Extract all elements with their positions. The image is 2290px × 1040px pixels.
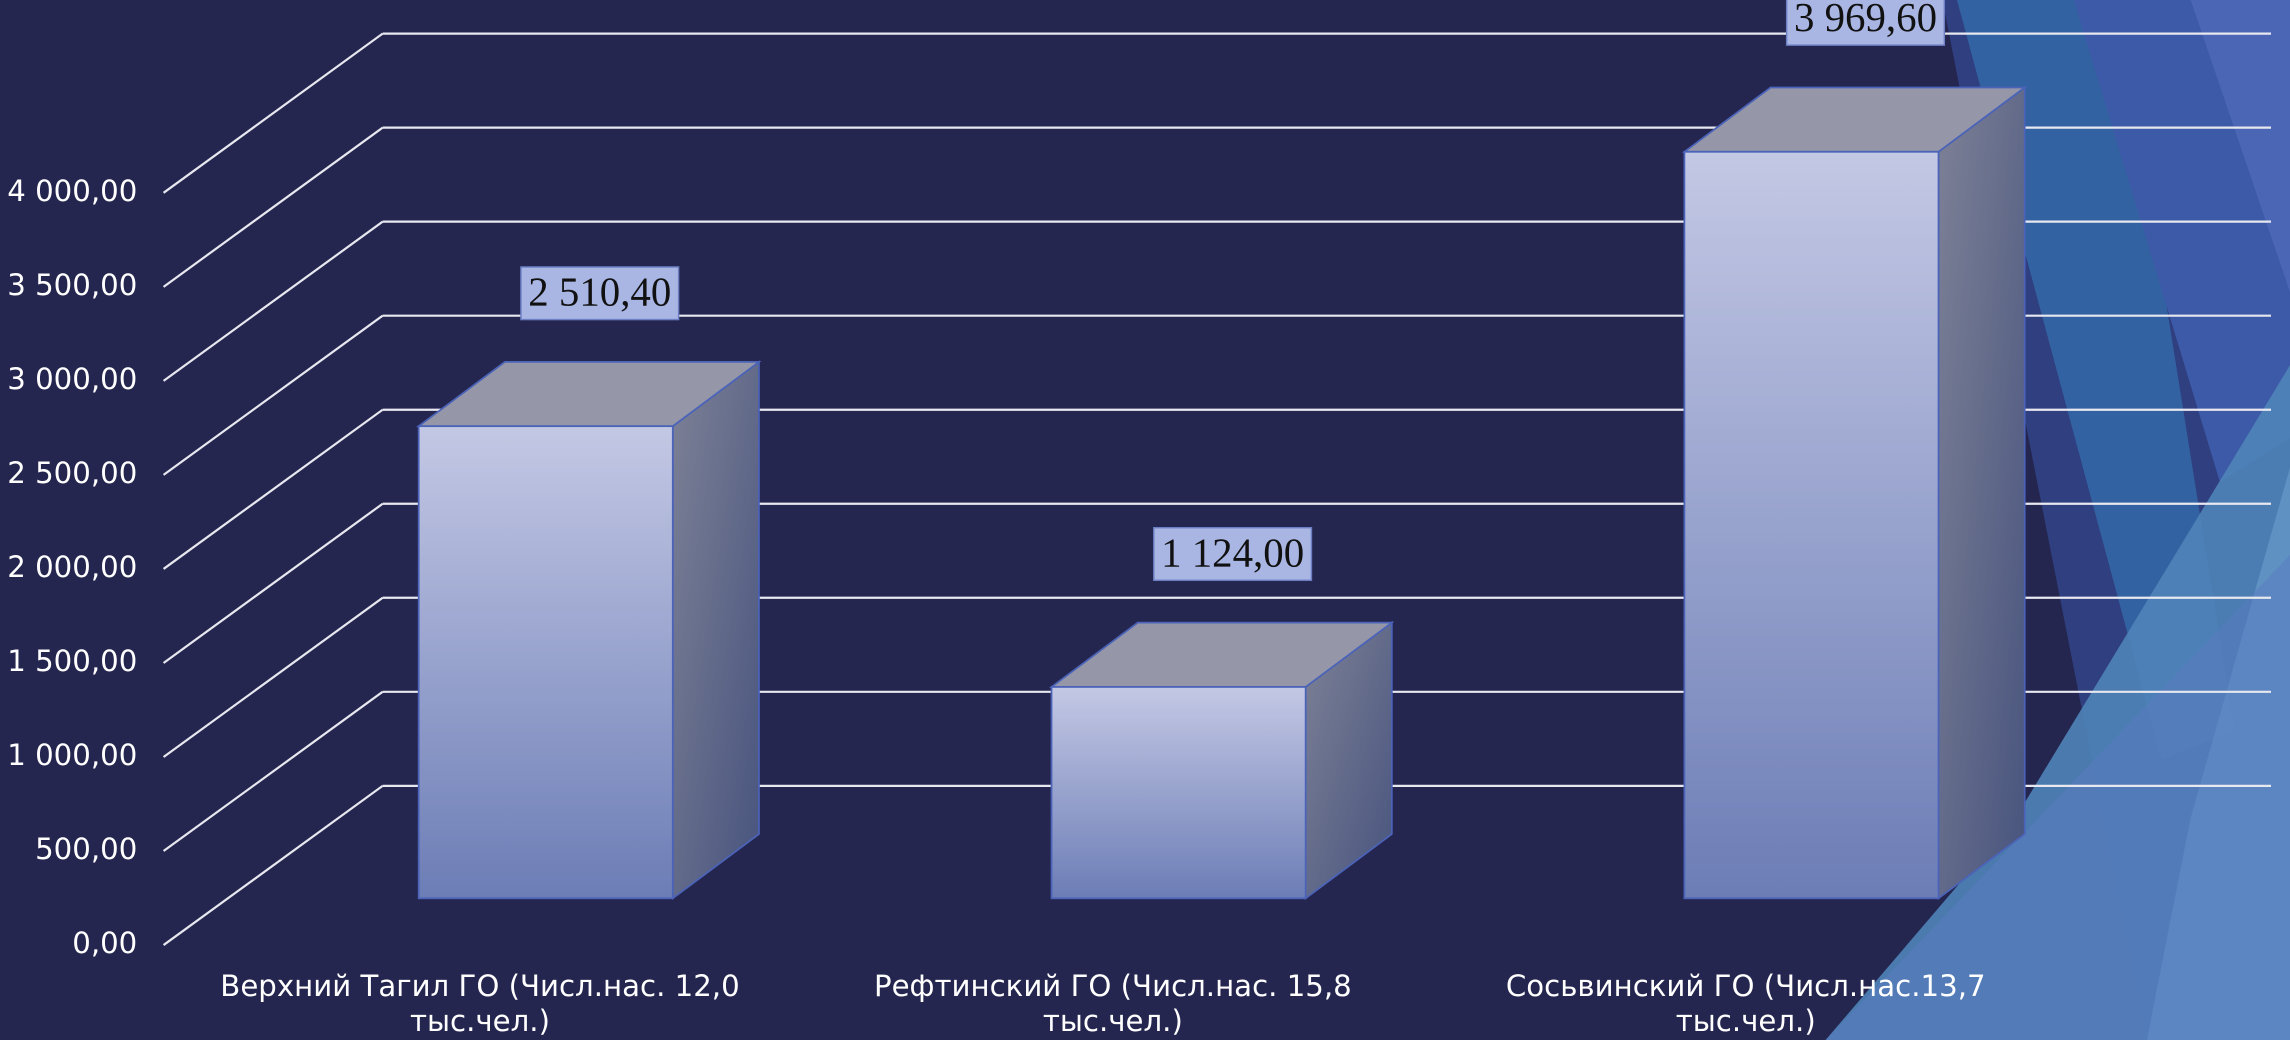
y-tick-label: 500,00 xyxy=(35,832,137,866)
grid-line xyxy=(162,220,384,382)
x-tick-label: Верхний Тагил ГО (Числ.нас. 12,0 тыс.чел… xyxy=(220,968,740,1039)
y-tick-label: 4 000,00 xyxy=(7,174,137,208)
bar-side xyxy=(1937,85,2026,901)
value-label-box xyxy=(1785,0,1946,46)
grid-line xyxy=(162,784,384,946)
y-tick-label: 2 500,00 xyxy=(7,456,137,490)
value-label: 1 124,00 xyxy=(1161,530,1304,575)
grid-line xyxy=(162,596,384,758)
bar xyxy=(1048,620,1395,901)
value-label-box xyxy=(520,266,680,321)
value-label-box xyxy=(1153,526,1313,582)
x-tick-label: Рефтинский ГО (Числ.нас. 15,8 тыс.чел.) xyxy=(873,968,1352,1039)
bar-side xyxy=(671,360,760,901)
value-label: 2 510,40 xyxy=(528,270,671,315)
y-tick-label: 3 000,00 xyxy=(7,362,137,396)
grid-line xyxy=(162,314,384,476)
y-tick-label: 3 500,00 xyxy=(7,268,137,302)
bar-front xyxy=(1050,686,1307,900)
x-tick-label-box: Рефтинский ГО (Числ.нас. 15,8 тыс.чел.) xyxy=(873,968,1352,1039)
bar-front xyxy=(1683,150,1940,900)
x-tick-label: Сосьвинский ГО (Числ.нас.13,7 тыс.чел.) xyxy=(1505,968,1986,1039)
x-tick-label-box: Сосьвинский ГО (Числ.нас.13,7 тыс.чел.) xyxy=(1505,968,1986,1039)
y-tick-label: 2 000,00 xyxy=(7,550,137,584)
decoration xyxy=(1825,0,2290,1040)
y-tick-label: 1 500,00 xyxy=(7,644,137,678)
x-tick-label-box: Верхний Тагил ГО (Числ.нас. 12,0 тыс.чел… xyxy=(220,968,740,1039)
grid-line xyxy=(162,502,384,664)
bar xyxy=(416,360,762,901)
bar xyxy=(1681,85,2028,901)
value-label: 3 969,60 xyxy=(1794,0,1937,40)
y-tick-label: 0,00 xyxy=(72,926,137,960)
y-tick-label: 1 000,00 xyxy=(7,738,137,772)
plot: 0,00 500,00 1 000,00 1 500,00 2 000,00 2 500,… xyxy=(7,0,2272,1039)
grid-line xyxy=(162,690,384,852)
bar-front xyxy=(417,425,674,900)
grid-line xyxy=(162,126,384,288)
grid-line xyxy=(162,32,384,194)
grid-line xyxy=(162,408,384,570)
